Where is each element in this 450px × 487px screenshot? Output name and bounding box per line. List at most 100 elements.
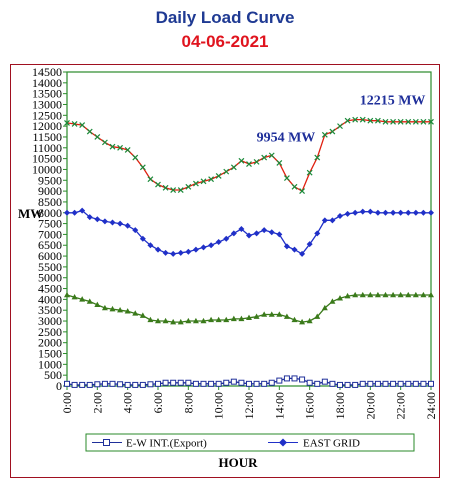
data-point bbox=[170, 318, 177, 325]
y-tick-label: 10000 bbox=[32, 162, 62, 176]
y-tick-label: 9000 bbox=[38, 184, 62, 198]
data-point bbox=[86, 298, 93, 304]
data-point bbox=[412, 209, 419, 216]
data-point bbox=[230, 315, 237, 322]
data-point bbox=[79, 381, 86, 388]
data-point bbox=[397, 118, 404, 125]
data-point bbox=[390, 209, 397, 216]
data-point bbox=[230, 230, 237, 237]
data-point bbox=[261, 227, 268, 234]
data-point bbox=[268, 152, 275, 159]
data-point bbox=[192, 317, 199, 324]
data-point bbox=[329, 128, 336, 135]
data-point bbox=[185, 248, 192, 255]
data-point bbox=[321, 304, 328, 311]
data-point bbox=[238, 157, 245, 164]
y-tick-label: 500 bbox=[44, 368, 62, 382]
legend: E-W INT.(Export) EAST GRID bbox=[85, 433, 415, 452]
data-point bbox=[155, 380, 161, 387]
data-point bbox=[223, 235, 230, 242]
data-point bbox=[238, 315, 245, 322]
data-point bbox=[352, 291, 359, 298]
data-point bbox=[170, 187, 177, 193]
data-point bbox=[230, 164, 237, 171]
data-point bbox=[79, 122, 86, 128]
data-point bbox=[147, 316, 154, 323]
data-point bbox=[155, 246, 161, 253]
legend-label-east: EAST GRID bbox=[303, 438, 360, 450]
y-tick-label: 6000 bbox=[38, 249, 62, 263]
data-point bbox=[337, 381, 343, 388]
series-markers bbox=[64, 116, 434, 388]
x-tick-label: 4:00 bbox=[121, 392, 135, 413]
data-point bbox=[382, 380, 389, 387]
data-point bbox=[86, 214, 93, 221]
data-point bbox=[71, 294, 78, 300]
y-axis-label: MW bbox=[18, 206, 43, 221]
y-tick-label: 12500 bbox=[32, 108, 62, 122]
annotations: 9954 MW 12215 MW bbox=[257, 93, 426, 145]
x-tick-label: 8:00 bbox=[181, 392, 195, 413]
data-point bbox=[94, 216, 101, 223]
data-point bbox=[177, 379, 184, 386]
data-point bbox=[268, 379, 275, 386]
x-tick-label: 20:00 bbox=[363, 392, 377, 419]
y-tick-label: 8000 bbox=[38, 206, 62, 220]
data-point bbox=[215, 238, 222, 245]
data-point bbox=[192, 380, 199, 387]
data-point bbox=[299, 376, 306, 383]
data-point bbox=[359, 380, 366, 387]
data-point bbox=[397, 380, 404, 387]
y-tick-label: 10500 bbox=[32, 152, 62, 166]
data-point bbox=[321, 217, 328, 224]
y-tick-label: 12000 bbox=[32, 119, 62, 133]
data-point bbox=[109, 143, 116, 150]
data-point bbox=[276, 377, 283, 384]
data-point bbox=[139, 164, 146, 171]
data-point bbox=[382, 209, 389, 216]
data-point bbox=[306, 317, 313, 324]
data-point bbox=[79, 296, 86, 302]
data-point bbox=[283, 375, 290, 382]
data-point bbox=[177, 318, 184, 325]
data-point bbox=[352, 381, 359, 388]
y-tick-label: 7000 bbox=[38, 227, 62, 241]
y-tick-label: 3000 bbox=[38, 314, 62, 328]
data-point bbox=[321, 131, 328, 138]
data-point bbox=[162, 379, 169, 386]
data-point bbox=[314, 230, 321, 237]
y-tick-label: 6500 bbox=[38, 238, 62, 252]
data-point bbox=[428, 118, 434, 125]
data-point bbox=[367, 380, 374, 387]
data-point bbox=[208, 176, 215, 183]
data-point bbox=[344, 381, 351, 388]
data-point bbox=[215, 380, 222, 387]
data-point bbox=[329, 298, 336, 304]
data-point bbox=[337, 295, 343, 301]
data-point bbox=[405, 209, 412, 216]
data-point bbox=[139, 381, 146, 388]
data-point bbox=[291, 183, 298, 190]
data-point bbox=[382, 118, 389, 125]
data-point bbox=[246, 161, 252, 167]
y-tick-label: 1000 bbox=[38, 357, 62, 371]
data-point bbox=[329, 217, 336, 224]
y-tick-label: 4000 bbox=[38, 292, 62, 306]
data-point bbox=[367, 291, 374, 298]
data-point bbox=[94, 301, 101, 307]
data-point bbox=[215, 316, 222, 323]
y-tick-label: 8500 bbox=[38, 195, 62, 209]
data-point bbox=[420, 291, 427, 298]
data-point bbox=[185, 317, 192, 324]
y-tick-label: 7500 bbox=[38, 217, 62, 231]
annotation-0: 9954 MW bbox=[257, 130, 316, 145]
y-tick-label: 2500 bbox=[38, 325, 62, 339]
y-tick-label: 1500 bbox=[38, 347, 62, 361]
data-point bbox=[359, 291, 366, 298]
data-point bbox=[367, 208, 374, 215]
data-point bbox=[177, 249, 184, 256]
data-point bbox=[238, 226, 245, 232]
data-point bbox=[200, 380, 207, 387]
data-point bbox=[170, 379, 177, 386]
data-point bbox=[117, 307, 124, 313]
